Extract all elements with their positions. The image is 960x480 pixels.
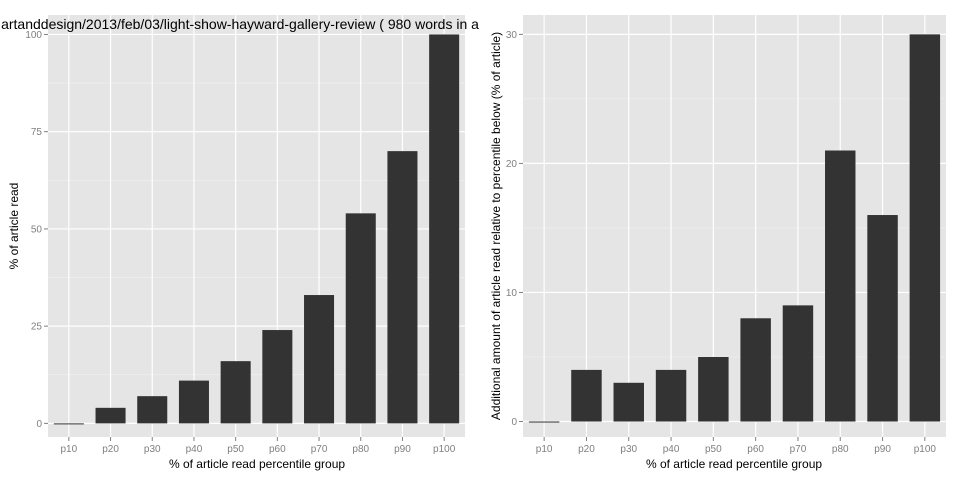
y-tick-label: 10: [506, 288, 518, 299]
right-chart-x-tick-labels: p10 p20 p30 p40 p50 p60 p70 p80 p90 p100: [536, 437, 937, 455]
x-tick-label: p10: [536, 444, 553, 455]
y-tick-label: 0: [36, 419, 42, 430]
y-tick-label: 100: [25, 30, 42, 41]
left-chart-y-axis-label: % of article read: [7, 183, 21, 270]
x-tick-label: p80: [832, 444, 849, 455]
x-tick-label: p40: [186, 444, 203, 455]
left-chart-x-axis-label: % of article read percentile group: [169, 457, 345, 471]
bar-p50: [698, 356, 729, 422]
right-chart-y-axis-label: Additional amount of article read relati…: [489, 32, 503, 420]
x-tick-label: p20: [102, 444, 119, 455]
bar-p50: [220, 361, 251, 424]
bar-p10: [53, 423, 84, 425]
x-tick-label: p30: [144, 444, 161, 455]
x-tick-label: p60: [747, 444, 764, 455]
right-chart-x-axis-label: % of article read percentile group: [646, 457, 822, 471]
x-tick-label: p90: [394, 444, 411, 455]
bar-p90: [387, 151, 418, 424]
left-chart-title: artanddesign/2013/feb/03/light-show-hayw…: [1, 16, 479, 32]
right-chart-bars: [528, 34, 941, 423]
bar-p60: [262, 330, 293, 424]
x-tick-label: p70: [790, 444, 807, 455]
y-tick-label: 20: [506, 159, 518, 170]
y-tick-label: 30: [506, 30, 518, 41]
bar-p70: [304, 295, 335, 424]
x-tick-label: p10: [61, 444, 78, 455]
bar-p30: [613, 382, 644, 422]
bar-p60: [740, 318, 771, 422]
bar-p100: [909, 34, 941, 422]
bar-p40: [178, 380, 209, 424]
x-tick-label: p20: [578, 444, 595, 455]
bar-p30: [137, 396, 168, 424]
right-chart-y-tick-labels: 0 10 20 30: [506, 30, 523, 428]
x-tick-label: p30: [620, 444, 637, 455]
y-tick-label: 50: [31, 224, 43, 235]
x-tick-label: p50: [705, 444, 722, 455]
bar-p80: [345, 213, 376, 424]
y-tick-label: 0: [511, 417, 517, 428]
x-tick-label: p50: [227, 444, 244, 455]
left-chart-bars: [53, 34, 460, 425]
y-tick-label: 75: [31, 127, 43, 138]
bar-p20: [571, 369, 602, 422]
bar-p80: [825, 150, 856, 422]
x-tick-label: p80: [352, 444, 369, 455]
left-chart-y-tick-labels: 0 25 50 75 100: [25, 30, 48, 430]
x-tick-label: p90: [874, 444, 891, 455]
y-tick-label: 25: [31, 322, 43, 333]
bar-p90: [867, 215, 898, 422]
bar-p20: [95, 407, 126, 424]
x-tick-label: p40: [663, 444, 680, 455]
bar-p70: [782, 305, 814, 422]
bar-p40: [655, 369, 687, 422]
bar-p100: [429, 34, 460, 424]
left-chart-x-tick-labels: p10 p20 p30 p40 p50 p60 p70 p80 p90 p100: [61, 437, 456, 455]
x-tick-label: p60: [269, 444, 286, 455]
bar-p10: [528, 421, 560, 423]
x-tick-label: p100: [433, 444, 456, 455]
x-tick-label: p100: [914, 444, 937, 455]
x-tick-label: p70: [311, 444, 328, 455]
